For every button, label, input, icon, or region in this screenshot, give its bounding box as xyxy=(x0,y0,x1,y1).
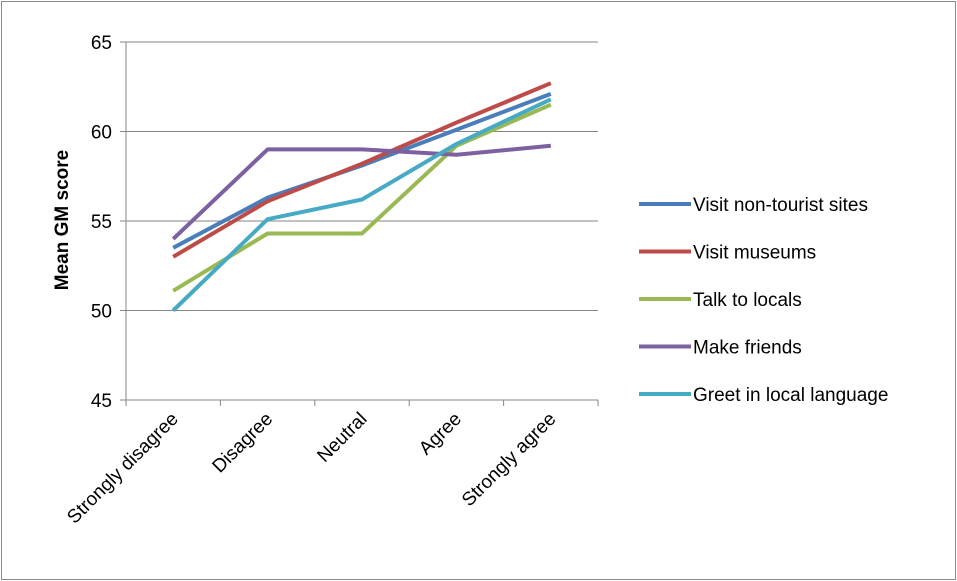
y-tick-label: 45 xyxy=(91,391,112,412)
x-tick-labels: Strongly disagree Disagree Neutral AgreeStr… xyxy=(63,409,560,528)
series-line-greet-in-local-language xyxy=(171,97,552,312)
y-tick-label: 65 xyxy=(91,33,112,54)
y-tick-label: 50 xyxy=(91,302,112,323)
y-axis-title: Mean GM score xyxy=(52,150,73,290)
y-tick-labels: 45 50 55 60 65 xyxy=(91,33,112,412)
legend-label: Visit museums xyxy=(693,243,816,264)
x-tick-label: Strongly agree xyxy=(458,409,560,511)
x-tick-label: Strongly disagree xyxy=(63,409,182,528)
series-line-make-friends xyxy=(171,143,551,241)
x-tick-label: Neutral xyxy=(313,409,371,467)
legend-label: Talk to locals xyxy=(693,290,802,311)
x-tick-label: Disagree xyxy=(209,409,278,478)
axes xyxy=(125,42,599,406)
series-lines xyxy=(171,81,552,312)
legend-label: Make friends xyxy=(693,338,802,359)
legend-label: Visit non-tourist sites xyxy=(693,195,868,216)
x-tick-label: Agree xyxy=(415,409,466,460)
legend-label: Greet in local language xyxy=(693,385,888,406)
series-line-talk-to-locals xyxy=(172,102,552,293)
y-tick-label: 60 xyxy=(91,123,112,144)
legend: Visit non-tourist sites Visit museums Talk… xyxy=(639,195,888,406)
y-tick-label: 55 xyxy=(91,212,112,233)
series-line-visit-museums xyxy=(172,81,552,259)
